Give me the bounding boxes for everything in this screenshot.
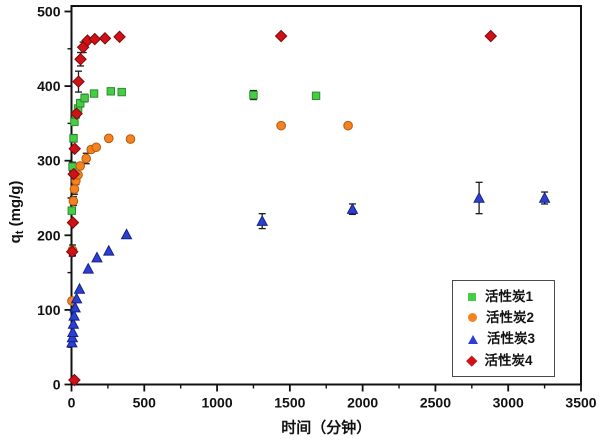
data-point-series-3 xyxy=(66,336,78,348)
legend-item-3: 活性炭3 xyxy=(468,332,550,346)
legend-label-3: 活性炭3 xyxy=(487,331,536,347)
data-point-series-2 xyxy=(343,120,353,131)
x-axis-title: 时间（分钟） xyxy=(281,419,371,437)
legend-item-1: 活性炭1 xyxy=(468,290,550,304)
data-point-series-3 xyxy=(538,191,551,203)
diamond-marker-icon xyxy=(466,355,478,366)
data-point-series-2 xyxy=(68,196,79,206)
data-point-series-4 xyxy=(88,32,102,46)
triangle-marker-icon xyxy=(468,334,478,344)
x-tick-label: 3500 xyxy=(565,395,596,411)
legend-item-4: 活性炭4 xyxy=(466,352,550,368)
data-point-series-4 xyxy=(484,29,498,43)
data-point-series-4 xyxy=(68,142,82,156)
data-point-series-1 xyxy=(89,89,99,98)
legend-label-4: 活性炭4 xyxy=(484,352,533,368)
data-point-series-1 xyxy=(249,90,258,100)
data-point-series-3 xyxy=(73,282,86,294)
legend-label-1: 活性炭1 xyxy=(485,288,534,304)
data-point-series-4 xyxy=(65,245,79,259)
data-point-series-4 xyxy=(66,216,80,229)
data-point-series-2 xyxy=(69,184,80,194)
data-point-series-1 xyxy=(106,87,116,96)
data-point-series-3 xyxy=(66,326,79,337)
svg-text:qt (mg/g): qt (mg/g) xyxy=(7,181,26,244)
data-point-series-3 xyxy=(91,251,103,263)
square-marker-icon xyxy=(468,292,476,301)
data-point-series-1 xyxy=(76,99,85,108)
data-point-series-4 xyxy=(72,75,85,88)
data-point-series-1 xyxy=(311,91,321,100)
data-point-series-3 xyxy=(256,214,269,226)
data-point-series-4 xyxy=(70,107,83,121)
data-point-series-3 xyxy=(346,202,359,214)
data-point-series-1 xyxy=(69,134,78,143)
circle-marker-icon xyxy=(468,313,477,323)
legend-item-2: 活性炭2 xyxy=(468,311,550,325)
y-tick-label: 300 xyxy=(37,153,61,169)
data-point-series-3 xyxy=(70,292,83,304)
x-tick-label: 1500 xyxy=(274,395,305,411)
data-point-series-1 xyxy=(80,93,89,103)
data-point-series-3 xyxy=(473,191,485,203)
x-tick-label: 3000 xyxy=(493,395,524,411)
legend: 活性炭1 活性炭2 活性炭3 活性炭4 xyxy=(452,280,555,377)
y-tick-label: 400 xyxy=(37,78,61,94)
y-tick-label: 100 xyxy=(37,302,61,318)
data-point-series-3 xyxy=(68,309,80,321)
data-point-series-2 xyxy=(81,153,92,164)
data-point-series-4 xyxy=(68,373,81,387)
data-point-series-1 xyxy=(117,87,126,97)
y-tick-label: 0 xyxy=(53,377,61,393)
data-point-series-2 xyxy=(276,120,286,131)
data-point-series-2 xyxy=(75,161,86,171)
data-point-series-4 xyxy=(74,52,87,66)
x-tick-label: 2500 xyxy=(420,395,451,411)
data-point-series-2 xyxy=(103,133,114,144)
data-point-series-4 xyxy=(98,32,112,45)
y-tick-label: 500 xyxy=(37,4,61,20)
data-point-series-3 xyxy=(120,228,133,240)
x-tick-label: 2000 xyxy=(347,395,378,411)
data-point-series-2 xyxy=(91,142,102,153)
data-point-series-3 xyxy=(102,244,115,256)
y-axis-title: qt (mg/g) xyxy=(7,181,26,244)
data-point-series-4 xyxy=(274,29,288,43)
x-tick-label: 0 xyxy=(68,395,76,411)
data-point-series-2 xyxy=(125,134,136,144)
data-point-series-4 xyxy=(113,30,126,44)
data-point-series-3 xyxy=(82,262,95,274)
data-point-series-3 xyxy=(67,317,80,329)
x-tick-label: 1000 xyxy=(201,395,232,411)
data-point-series-3 xyxy=(69,301,81,313)
y-tick-label: 200 xyxy=(37,227,61,243)
legend-label-2: 活性炭2 xyxy=(486,310,535,326)
data-point-series-3 xyxy=(66,331,79,343)
data-point-series-4 xyxy=(67,167,80,181)
x-tick-label: 500 xyxy=(133,395,157,411)
data-point-series-1 xyxy=(67,206,76,215)
